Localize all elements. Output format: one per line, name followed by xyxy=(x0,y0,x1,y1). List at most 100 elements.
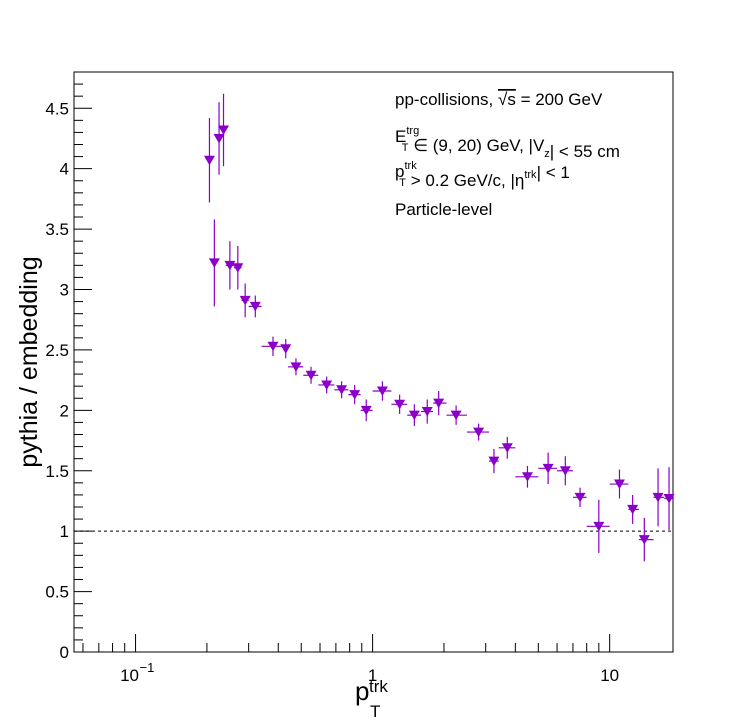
data-point xyxy=(515,465,539,488)
triangle-down-marker xyxy=(473,427,485,438)
triangle-down-marker xyxy=(488,456,500,467)
y-tick-label: 4 xyxy=(60,160,69,179)
subscript: T xyxy=(399,177,406,189)
triangle-down-marker xyxy=(349,390,361,400)
data-point xyxy=(586,499,610,553)
subscript: T xyxy=(402,142,409,154)
x-axis-label-main: p xyxy=(355,676,369,706)
x-axis: 10 −1 1 10 xyxy=(82,634,619,685)
triangle-down-marker xyxy=(574,492,586,503)
triangle-down-marker xyxy=(627,504,639,515)
triangle-down-marker xyxy=(224,260,236,271)
triangle-down-marker xyxy=(450,410,462,421)
triangle-down-marker xyxy=(218,125,230,135)
triangle-down-marker xyxy=(203,155,215,166)
data-point xyxy=(218,93,230,167)
x-axis-label: p T trk xyxy=(355,676,388,721)
triangle-down-marker xyxy=(394,399,406,410)
triangle-down-marker xyxy=(213,133,225,144)
y-tick-label: 3 xyxy=(60,281,69,300)
triangle-down-marker xyxy=(638,535,650,545)
triangle-down-marker xyxy=(376,386,388,396)
triangle-down-marker xyxy=(321,380,333,390)
annotation-text: ∈ (9, 20) GeV, |V xyxy=(409,136,545,155)
triangle-down-marker xyxy=(421,407,433,417)
triangle-down-marker xyxy=(593,521,605,532)
superscript: trk xyxy=(524,169,537,181)
data-point xyxy=(224,241,236,290)
annotation-text: E xyxy=(395,127,406,146)
y-axis: 0 0.5 1 1.5 2 2.5 3 3.5 4 4.5 xyxy=(45,83,92,662)
data-point xyxy=(248,295,262,318)
y-tick-label: 1 xyxy=(60,522,69,541)
annotation-text: Particle-level xyxy=(395,200,492,219)
annotation-text: pp-collisions, xyxy=(395,90,498,109)
triangle-down-marker xyxy=(663,494,675,504)
data-point xyxy=(232,246,244,290)
annotation-layer: pp-collisions, √s = 200 GeV Etrg T ∈ (9, 2… xyxy=(395,90,620,219)
data-point xyxy=(420,399,434,424)
x-tick-label: 10 xyxy=(600,666,619,685)
data-point xyxy=(433,391,447,416)
triangle-down-marker xyxy=(336,385,348,395)
data-point xyxy=(303,366,319,384)
y-tick-label: 2.5 xyxy=(45,341,69,360)
y-tick-label: 4.5 xyxy=(45,99,69,118)
x-axis-label-subscript: T xyxy=(370,702,380,721)
data-point xyxy=(498,436,516,459)
data-point xyxy=(280,339,292,359)
data-point xyxy=(627,494,640,524)
data-point xyxy=(391,394,408,414)
superscript: trg xyxy=(406,125,419,137)
data-point xyxy=(572,487,587,507)
triangle-down-marker xyxy=(267,341,279,352)
triangle-down-marker xyxy=(501,443,513,453)
data-point xyxy=(609,469,629,499)
data-point xyxy=(203,117,215,203)
data-point xyxy=(334,381,349,399)
data-point xyxy=(407,404,421,427)
y-tick-label: 0.5 xyxy=(45,583,69,602)
triangle-down-marker xyxy=(249,301,261,312)
triangle-down-marker xyxy=(542,463,554,474)
data-point xyxy=(466,423,490,441)
x-tick-exponent: −1 xyxy=(140,660,155,675)
data-point xyxy=(239,283,251,318)
y-tick-label: 2 xyxy=(60,401,69,420)
data-point xyxy=(348,384,361,405)
triangle-down-marker xyxy=(280,344,292,354)
data-point xyxy=(213,102,225,175)
triangle-down-marker xyxy=(360,405,372,416)
triangle-down-marker xyxy=(305,370,317,381)
annotation-et-cut: Etrg T ∈ (9, 20) GeV, |Vz| < 55 cm xyxy=(395,125,620,161)
data-point xyxy=(638,517,654,562)
triangle-down-marker xyxy=(208,258,220,268)
data-point xyxy=(446,405,467,425)
annotation-text: = 200 GeV xyxy=(516,90,603,109)
annotation-text: > 0.2 GeV/c, |η xyxy=(406,171,524,190)
annotation-collisions: pp-collisions, √s = 200 GeV xyxy=(395,90,603,109)
x-tick-label: 10 xyxy=(120,666,139,685)
y-tick-label: 1.5 xyxy=(45,462,69,481)
sqrt-s: √s xyxy=(498,90,516,109)
data-point xyxy=(360,399,373,422)
annotation-text: | < 55 cm xyxy=(550,142,620,161)
triangle-down-marker xyxy=(559,466,571,476)
x-axis-label-superscript: trk xyxy=(369,677,388,696)
y-axis-label: pythia / embedding xyxy=(15,256,43,467)
y-tick-label: 3.5 xyxy=(45,220,69,239)
triangle-down-marker xyxy=(613,479,625,490)
data-point xyxy=(538,452,558,485)
data-point xyxy=(557,456,573,486)
data-point xyxy=(652,468,665,527)
triangle-down-marker xyxy=(652,492,664,503)
data-point xyxy=(261,336,284,356)
triangle-down-marker xyxy=(290,362,302,372)
triangle-down-marker xyxy=(408,410,420,421)
subscript: z xyxy=(544,148,550,160)
superscript: trk xyxy=(404,160,417,172)
triangle-down-marker xyxy=(232,263,244,273)
annotation-level: Particle-level xyxy=(395,200,492,219)
annotation-pt-cut: ptrk T > 0.2 GeV/c, |ηtrk| < 1 xyxy=(395,160,570,190)
